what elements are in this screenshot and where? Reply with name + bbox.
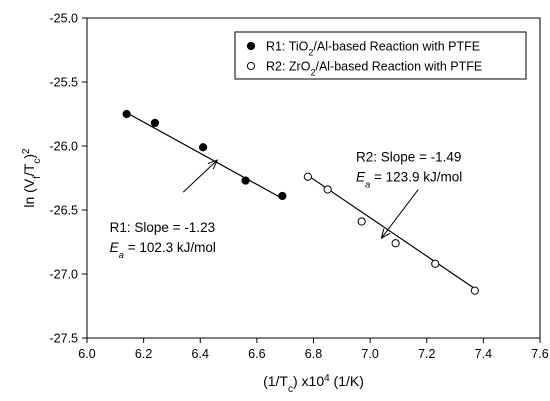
- x-tick-label: 7.6: [531, 347, 548, 361]
- x-tick-label: 6.4: [192, 347, 209, 361]
- annotation-arrow-shaft: [381, 189, 419, 239]
- annotation-ea-text: Ea = 102.3 kJ/mol: [110, 240, 216, 261]
- y-tick-label: -27.5: [50, 332, 79, 346]
- data-point-r2: [470, 286, 479, 295]
- y-tick-label: -25.0: [50, 12, 79, 26]
- legend-label-r2: R2: ZrO2/Al-based Reaction with PTFE: [266, 60, 482, 78]
- annotation-slope-text: R2: Slope = -1.49: [356, 149, 461, 164]
- x-axis-title: (1/Tc) x104 (1/K): [263, 373, 364, 395]
- x-tick-label: 6.0: [78, 347, 95, 361]
- data-point-r2: [391, 239, 400, 248]
- data-point-r1: [198, 143, 208, 152]
- y-tick-label: -25.5: [50, 76, 79, 90]
- data-point-r1: [278, 191, 287, 201]
- legend-marker-r2: [246, 61, 256, 71]
- y-tick-label: -27.0: [50, 268, 79, 282]
- x-tick-label: 7.0: [361, 347, 378, 361]
- fit-line-r2: [307, 174, 479, 292]
- x-tick-label: 6.2: [135, 347, 152, 361]
- x-tick-label: 6.6: [248, 347, 265, 361]
- annotation-arrow-head: [380, 228, 391, 240]
- x-tick-label: 6.8: [305, 347, 322, 361]
- annotation-ea-text: Ea = 123.9 kJ/mol: [356, 169, 462, 190]
- plot-area: 6.0 6.2 6.4 6.6 6.8 7.0 7.2 7.4 7.6 -25.0 -25.5 -26…: [21, 12, 549, 395]
- data-point-r1: [150, 118, 160, 128]
- annotation-arrow-shaft: [182, 159, 218, 193]
- annotation-arrow-head: [207, 159, 219, 170]
- data-point-r2: [323, 185, 332, 194]
- annotation-slope-text: R1: Slope = -1.23: [110, 220, 215, 235]
- data-point-r1: [241, 176, 250, 185]
- data-point-r2: [431, 259, 440, 268]
- legend-label-r1: R1: TiO2/Al-based Reaction with PTFE: [266, 40, 480, 58]
- legend-marker-r1: [246, 41, 256, 51]
- x-tick-label: 7.2: [418, 347, 435, 361]
- x-tick-label: 7.4: [475, 347, 492, 361]
- y-tick-label: -26.0: [50, 140, 79, 154]
- y-axis-title: ln (Vf/Tc)2: [21, 148, 43, 208]
- data-point-r2: [303, 172, 312, 181]
- legend-box: [234, 31, 527, 80]
- y-tick-label: -26.5: [50, 204, 79, 218]
- fit-line-r1: [126, 112, 283, 200]
- data-point-r1: [122, 109, 131, 119]
- data-point-r2: [357, 217, 366, 226]
